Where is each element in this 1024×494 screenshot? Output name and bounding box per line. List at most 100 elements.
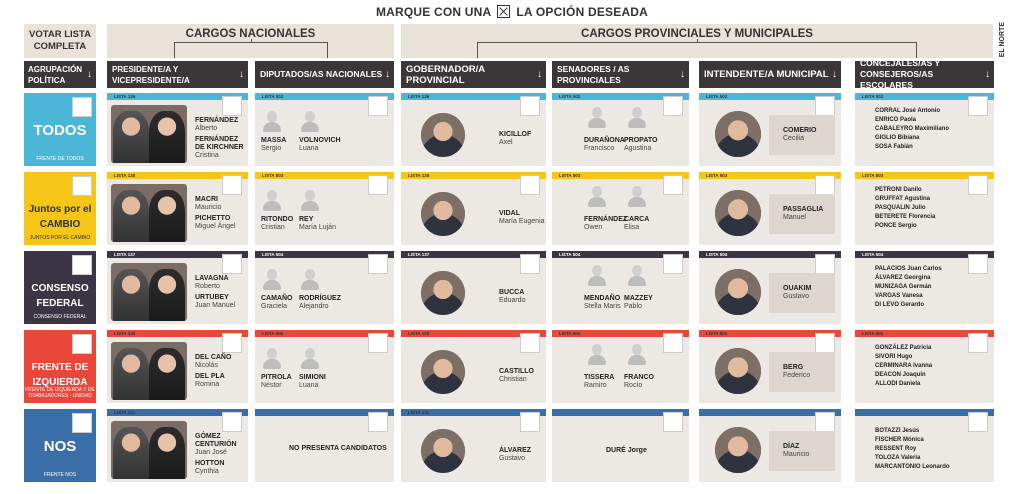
- diputado-name: REY María Luján: [299, 216, 339, 232]
- diputados-checkbox[interactable]: [368, 96, 388, 116]
- candidate-last-name: KICILLOF: [499, 131, 532, 138]
- diputados-cell[interactable]: LISTA 504 CAMAÑO Graciela RODRÍGUEZ Alejandr…: [255, 251, 394, 324]
- senadores-cell[interactable]: LISTA 503 FERNÁNDEZ Owen CARCA Elisa: [552, 172, 689, 245]
- diputados-checkbox[interactable]: [368, 175, 388, 195]
- diputados-cell[interactable]: LISTA 502 MASSA Sergio VOLNOVICH Luana: [255, 93, 394, 166]
- party-cambio[interactable]: Juntos por el CAMBIO JUNTOS POR EL CAMBIO: [24, 172, 96, 245]
- title-post: LA OPCIÓN DESEADA: [516, 5, 649, 19]
- candidate-photo-2: [149, 189, 186, 242]
- senadores-cell[interactable]: DURÉ Jorge: [552, 409, 689, 482]
- concejales-cell[interactable]: LISTA 503 PETRONI Danilo GRUFFAT Agustina P…: [855, 172, 994, 245]
- candidate-first-name: Luana: [299, 145, 319, 152]
- intendente-checkbox[interactable]: [815, 175, 835, 195]
- concejales-checkbox[interactable]: [968, 412, 988, 432]
- intendente-checkbox[interactable]: [815, 254, 835, 274]
- concejales-checkbox[interactable]: [968, 175, 988, 195]
- presidente-checkbox[interactable]: [222, 175, 242, 195]
- diputados-cell[interactable]: LISTA 501 PITROLA Néstor SIMIONI Luana: [255, 330, 394, 403]
- diputados-cell[interactable]: NO PRESENTA CANDIDATOS: [255, 409, 394, 482]
- concejales-checkbox[interactable]: [968, 333, 988, 353]
- vote-lista-completa-checkbox[interactable]: [72, 176, 92, 196]
- senadores-checkbox[interactable]: [663, 175, 683, 195]
- candidate-first-name: Pablo: [624, 303, 642, 310]
- intendente-cell[interactable]: DÍAZ Mauricio: [699, 409, 841, 482]
- gobernador-cell[interactable]: LISTA 131 ÁLVAREZ Gustavo: [401, 409, 546, 482]
- concejal-name: SOSA Fabián: [875, 144, 913, 150]
- concejal-name: GONZÁLEZ Patricia: [875, 345, 932, 351]
- senadores-checkbox[interactable]: [663, 254, 683, 274]
- concejales-cell[interactable]: LISTA 504 PALACIOS Juan Carlos ÁLVAREZ Geo…: [855, 251, 994, 324]
- gobernador-cell[interactable]: LISTA 135 VIDAL María Eugenia: [401, 172, 546, 245]
- lista-number: LISTA 131: [114, 410, 136, 415]
- intendente-checkbox[interactable]: [815, 333, 835, 353]
- arrow-down-icon: ↓: [985, 69, 990, 80]
- candidate-last-name: BERG: [783, 364, 804, 371]
- lista-number: LISTA 504: [706, 252, 728, 257]
- presidente-cell[interactable]: LISTA 136 FERNÁNDEZ Alberto FERNÁNDEZ DE KI…: [107, 93, 248, 166]
- concejales-cell[interactable]: LISTA 502 CORRAL José Antonio ENRICO Paola…: [855, 93, 994, 166]
- presidente-cell[interactable]: LISTA 133 DEL CAÑO Nicolás DEL PLA Romina: [107, 330, 248, 403]
- senadores-checkbox[interactable]: [663, 412, 683, 432]
- candidate-last-name: DÍAZ: [783, 443, 800, 450]
- candidate-first-name: Manuel: [783, 214, 806, 221]
- concejales-checkbox[interactable]: [968, 96, 988, 116]
- intendente-cell[interactable]: LISTA 504 OUAKIM Gustavo: [699, 251, 841, 324]
- candidate-first-name: Néstor: [261, 382, 282, 389]
- intendente-cell[interactable]: LISTA 503 PASSAGLIA Manuel: [699, 172, 841, 245]
- presidente-cell[interactable]: LISTA 137 LAVAGNA Roberto URTUBEY Juan Manue…: [107, 251, 248, 324]
- gobernador-cell[interactable]: LISTA 136 KICILLOF Axel: [401, 93, 546, 166]
- diputados-cell[interactable]: LISTA 503 RITONDO Cristian REY María Luján: [255, 172, 394, 245]
- senadores-checkbox[interactable]: [663, 96, 683, 116]
- party-todos[interactable]: TODOS FRENTE DE TODOS: [24, 93, 96, 166]
- vote-lista-completa-checkbox[interactable]: [72, 97, 92, 117]
- cargos-provinciales-header: CARGOS PROVINCIALES Y MUNICIPALES: [401, 24, 993, 58]
- gobernador-checkbox[interactable]: [520, 412, 540, 432]
- gobernador-checkbox[interactable]: [520, 254, 540, 274]
- candidate-silhouette-icon: [299, 267, 321, 291]
- party-izquierda[interactable]: FRENTE DE IZQUIERDA FRENTE DE IZQUIERDA Y…: [24, 330, 96, 403]
- gobernador-checkbox[interactable]: [520, 333, 540, 353]
- intendente-photo: [715, 348, 761, 394]
- candidate-first-name: Sergio: [261, 145, 282, 152]
- candidate-last-name: FRANCO: [624, 374, 654, 381]
- presidente-checkbox[interactable]: [222, 254, 242, 274]
- face: [421, 192, 465, 236]
- gobernador-checkbox[interactable]: [520, 96, 540, 116]
- intendente-cell[interactable]: LISTA 501 BERG Federico: [699, 330, 841, 403]
- presidente-cell[interactable]: LISTA 135 MACRI Mauricio PICHETTO Miguel Áng…: [107, 172, 248, 245]
- col-senadores: SENADORES / AS PROVINCIALES ↓: [552, 61, 689, 88]
- concejales-checkbox[interactable]: [968, 254, 988, 274]
- gobernador-cell[interactable]: LISTA 137 BUCCA Eduardo: [401, 251, 546, 324]
- intendente-checkbox[interactable]: [815, 96, 835, 116]
- senadores-cell[interactable]: LISTA 504 MENDAÑO Stella Maris MAZZEY Pablo: [552, 251, 689, 324]
- gobernador-checkbox[interactable]: [520, 175, 540, 195]
- senadores-checkbox[interactable]: [663, 333, 683, 353]
- senadores-cell[interactable]: LISTA 502 DURAÑONA Francisco PROPATO Agustin…: [552, 93, 689, 166]
- presidente-checkbox[interactable]: [222, 333, 242, 353]
- presidente-cell[interactable]: LISTA 131 GÓMEZ CENTURIÓN Juan José HOTTON C…: [107, 409, 248, 482]
- vote-lista-completa-checkbox[interactable]: [72, 413, 92, 433]
- arrow-down-icon: ↓: [239, 69, 244, 80]
- gobernador-photo: [421, 113, 465, 157]
- color-strip: [699, 93, 841, 100]
- diputados-checkbox[interactable]: [368, 412, 388, 432]
- presidente-checkbox[interactable]: [222, 412, 242, 432]
- col-presidente: PRESIDENTE/A Y VICEPRESIDENTE/A ↓: [107, 61, 248, 88]
- gobernador-cell[interactable]: LISTA 133 CASTILLO Christian: [401, 330, 546, 403]
- senadores-cell[interactable]: LISTA 501 TISSERA Ramiro FRANCO Rocío: [552, 330, 689, 403]
- concejales-cell[interactable]: BOTAZZI Jesús FISCHER Mónica RESSENT Roy TO…: [855, 409, 994, 482]
- party-nos[interactable]: NOS FRENTE NOS: [24, 409, 96, 482]
- candidate-first-name: Cynthia: [195, 468, 219, 475]
- intendente-cell[interactable]: LISTA 502 COMERIO Cecilia: [699, 93, 841, 166]
- diputados-checkbox[interactable]: [368, 333, 388, 353]
- diputados-checkbox[interactable]: [368, 254, 388, 274]
- intendente-photo: [715, 190, 761, 236]
- party-subtitle: JUNTOS POR EL CAMBIO: [29, 235, 91, 241]
- vote-lista-completa-checkbox[interactable]: [72, 334, 92, 354]
- concejales-cell[interactable]: LISTA 501 GONZÁLEZ Patricia SIVORI Hugo CER…: [855, 330, 994, 403]
- presidente-checkbox[interactable]: [222, 96, 242, 116]
- vote-lista-completa-checkbox[interactable]: [72, 255, 92, 275]
- intendente-checkbox[interactable]: [815, 412, 835, 432]
- candidate-photo-2: [149, 347, 186, 400]
- party-consenso[interactable]: CONSENSO FEDERAL CONSENSO FEDERAL: [24, 251, 96, 324]
